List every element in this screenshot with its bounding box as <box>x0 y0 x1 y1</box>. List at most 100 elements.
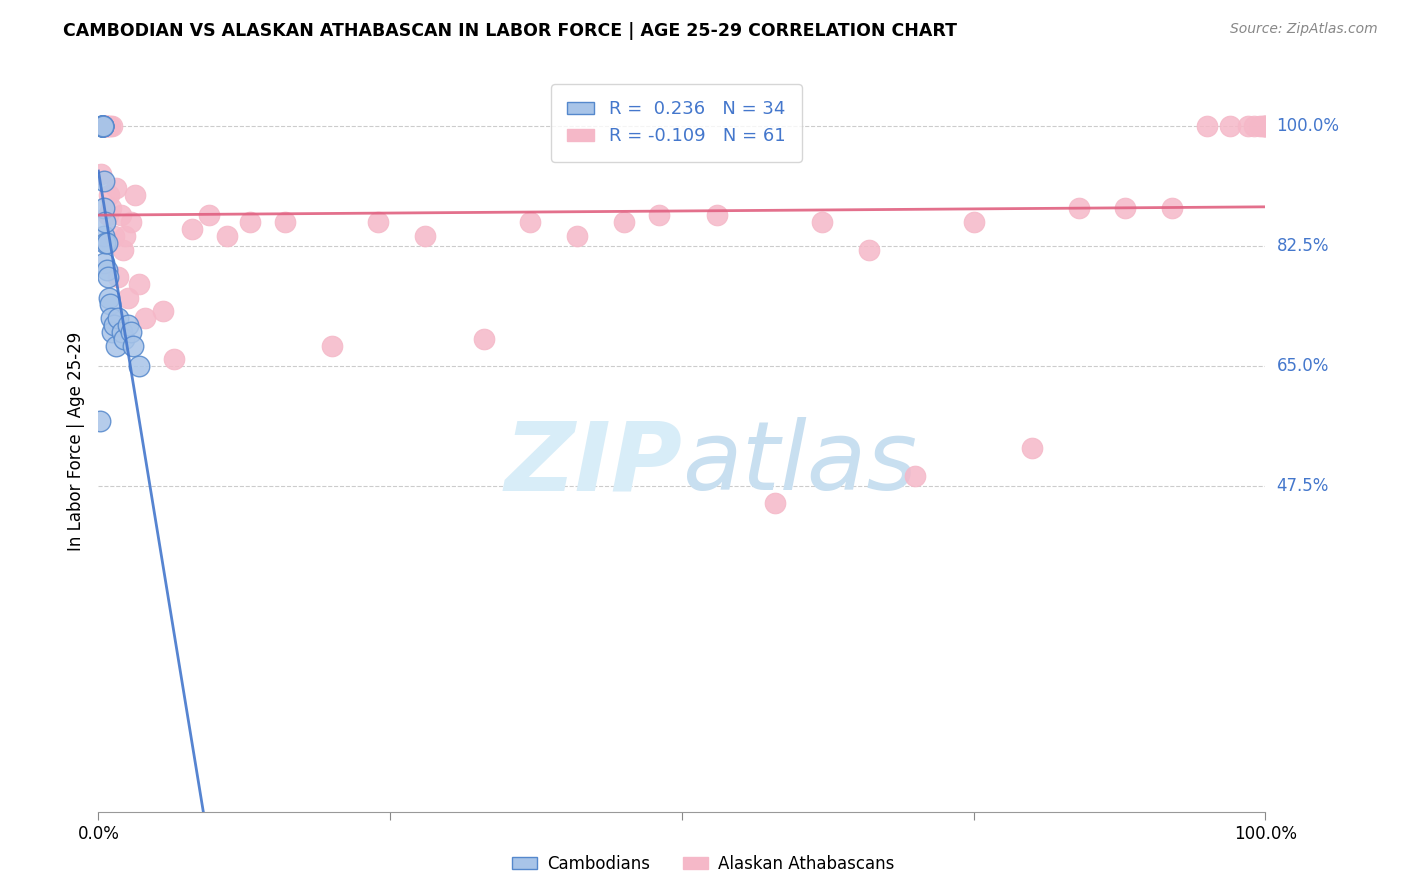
Point <box>90 119 112 133</box>
Point <box>96 119 118 133</box>
Point <box>90 167 112 181</box>
Point <box>128 359 150 373</box>
Point <box>120 325 142 339</box>
Point <box>565 228 588 243</box>
Point <box>647 208 669 222</box>
Point <box>763 496 786 510</box>
Point <box>124 187 146 202</box>
Text: 100.0%: 100.0% <box>1277 117 1340 136</box>
Point <box>89 414 111 428</box>
Text: 82.5%: 82.5% <box>1277 237 1329 255</box>
Point <box>96 263 118 277</box>
Point <box>367 215 389 229</box>
Point <box>93 119 115 133</box>
Point <box>152 304 174 318</box>
Point <box>472 332 495 346</box>
Point <box>180 222 202 236</box>
Text: 65.0%: 65.0% <box>1277 357 1329 376</box>
Point <box>1249 119 1271 133</box>
Point <box>97 187 120 202</box>
Point <box>91 119 114 133</box>
Point <box>134 311 156 326</box>
Point <box>274 215 297 229</box>
Point <box>94 215 117 229</box>
Point <box>114 228 136 243</box>
Point <box>93 119 115 133</box>
Point <box>100 202 122 216</box>
Text: atlas: atlas <box>682 417 917 510</box>
Point <box>120 215 142 229</box>
Point <box>98 119 121 133</box>
Point <box>91 119 114 133</box>
Point <box>107 311 129 326</box>
Point <box>90 119 112 133</box>
Point <box>128 277 150 291</box>
Text: CAMBODIAN VS ALASKAN ATHABASCAN IN LABOR FORCE | AGE 25-29 CORRELATION CHART: CAMBODIAN VS ALASKAN ATHABASCAN IN LABOR… <box>63 22 957 40</box>
Point <box>1021 442 1043 456</box>
Text: ZIP: ZIP <box>503 417 682 510</box>
Point <box>613 215 636 229</box>
Point <box>110 208 132 222</box>
Point <box>91 119 114 133</box>
Point <box>111 325 134 339</box>
Point <box>93 256 115 270</box>
Point <box>163 352 186 367</box>
Point <box>96 235 118 250</box>
Point <box>215 228 238 243</box>
Point <box>1067 202 1090 216</box>
Point <box>101 119 124 133</box>
Point <box>93 202 115 216</box>
Point <box>1161 202 1184 216</box>
Point <box>98 297 121 311</box>
Point <box>1251 119 1274 133</box>
Point <box>1254 119 1277 133</box>
Point <box>1195 119 1218 133</box>
Point <box>1219 119 1241 133</box>
Point <box>107 270 129 285</box>
Text: Source: ZipAtlas.com: Source: ZipAtlas.com <box>1230 22 1378 37</box>
Point <box>1254 119 1277 133</box>
Point <box>117 291 139 305</box>
Point <box>93 228 115 243</box>
Point <box>97 291 120 305</box>
Point <box>239 215 262 229</box>
Point <box>97 270 120 285</box>
Point <box>1254 119 1277 133</box>
Point <box>100 311 122 326</box>
Point <box>93 119 115 133</box>
Point <box>101 325 124 339</box>
Point <box>103 228 125 243</box>
Point <box>112 332 135 346</box>
Point <box>111 243 134 257</box>
Point <box>94 235 117 250</box>
Point <box>91 119 114 133</box>
Point <box>90 119 112 133</box>
Point <box>91 119 114 133</box>
Point <box>90 119 112 133</box>
Point <box>94 119 117 133</box>
Legend: R =  0.236   N = 34, R = -0.109   N = 61: R = 0.236 N = 34, R = -0.109 N = 61 <box>551 84 801 161</box>
Point <box>1114 202 1136 216</box>
Point <box>96 119 118 133</box>
Point <box>1237 119 1260 133</box>
Point <box>858 243 880 257</box>
Point <box>94 119 117 133</box>
Point <box>321 338 343 352</box>
Point <box>904 468 927 483</box>
Point <box>90 119 112 133</box>
Point <box>117 318 139 332</box>
Point <box>1243 119 1265 133</box>
Point <box>104 181 127 195</box>
Point <box>93 174 115 188</box>
Point <box>97 208 120 222</box>
Point <box>811 215 834 229</box>
Point <box>104 338 127 352</box>
Text: 47.5%: 47.5% <box>1277 477 1329 495</box>
Point <box>90 119 112 133</box>
Y-axis label: In Labor Force | Age 25-29: In Labor Force | Age 25-29 <box>66 332 84 551</box>
Point <box>90 119 112 133</box>
Point <box>122 338 145 352</box>
Point <box>198 208 221 222</box>
Point <box>97 119 120 133</box>
Point <box>519 215 541 229</box>
